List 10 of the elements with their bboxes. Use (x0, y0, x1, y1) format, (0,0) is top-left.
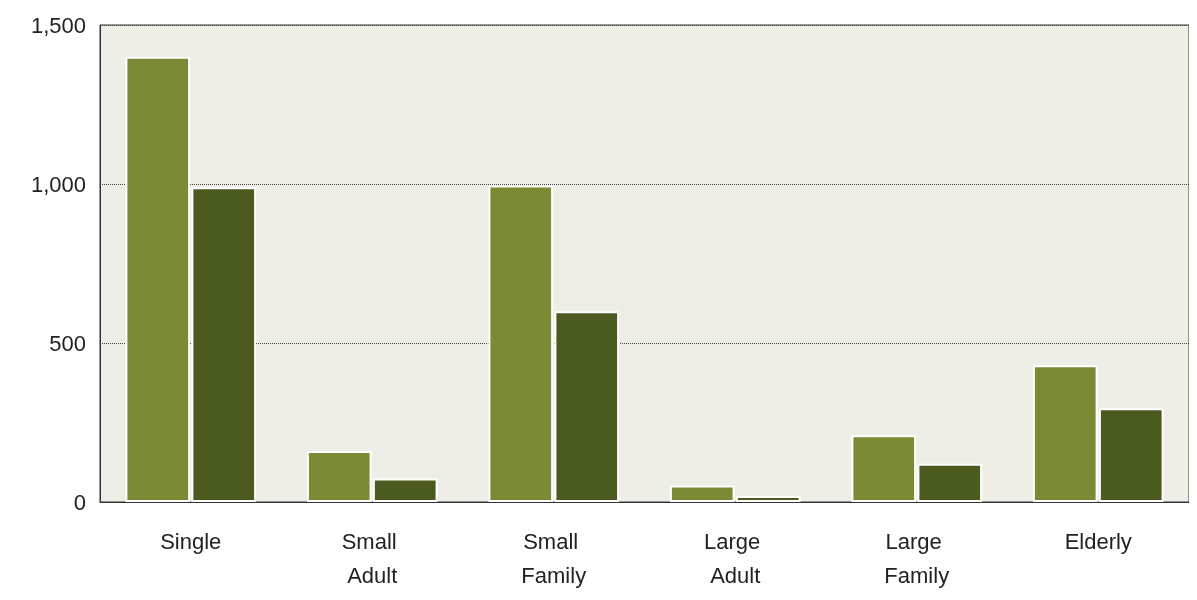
x-tick-label: Elderly (1064, 528, 1132, 554)
x-tick-label: Small Adult (341, 528, 403, 588)
x-tick-label: Large Family (884, 528, 950, 588)
x-tick-label: Single (160, 528, 222, 554)
y-tick-label: 1,000 (30, 171, 86, 197)
x-tick-label: Large Adult (704, 528, 767, 588)
y-tick-label: 1,500 (30, 12, 86, 38)
y-tick-label: 500 (49, 330, 86, 356)
y-tick-label: 0 (73, 489, 86, 515)
x-tick-label: Small Family (521, 528, 587, 588)
